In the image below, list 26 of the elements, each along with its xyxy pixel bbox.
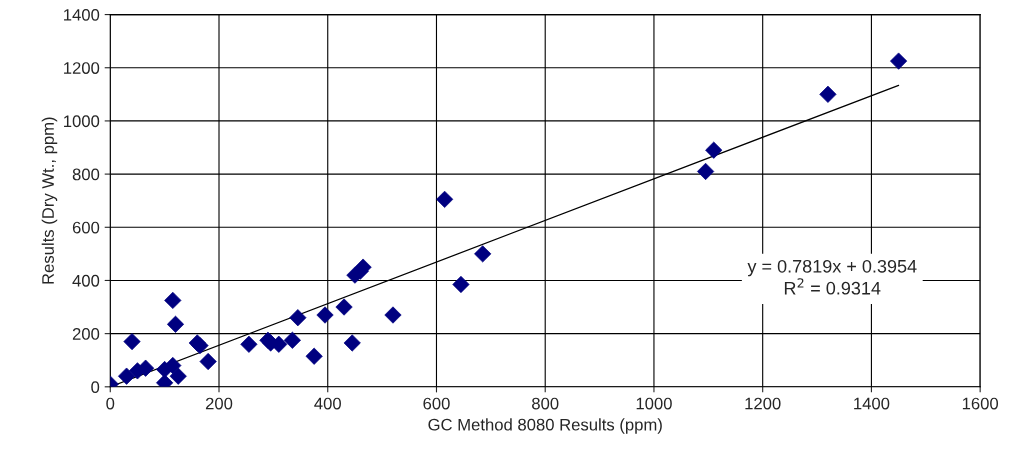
x-tick-label: 0: [106, 397, 115, 410]
y-tick-label: 0: [91, 381, 100, 394]
y-tick-label: 1000: [64, 115, 100, 128]
y-tick-label: 800: [72, 168, 100, 181]
x-tick-label: 800: [532, 397, 559, 410]
y-tick-label: 600: [72, 221, 100, 234]
point: [697, 162, 715, 181]
y-axis-title: Results (Dry Wt., ppm): [41, 117, 58, 284]
x-tick-label: 200: [205, 397, 233, 410]
y-tick-label: 200: [72, 328, 100, 340]
point: [289, 309, 307, 327]
annotation: R$^{2}$ = 0.9314: [784, 278, 881, 295]
annotation: y = 0.7819x + 0.3954: [747, 259, 917, 277]
y-tick-label: 1400: [64, 8, 100, 21]
y-tick-label: 1200: [64, 62, 100, 74]
point: [305, 347, 323, 365]
y-tick-label: 400: [72, 274, 100, 287]
x-tick-label: 400: [314, 397, 341, 410]
x-axis-title: GC Method 8080 Results (ppm): [428, 418, 662, 434]
point: [164, 291, 182, 309]
x-tick-label: 1000: [636, 397, 672, 410]
x-tick-label: 1600: [962, 397, 999, 410]
x-tick-label: 1200: [745, 397, 781, 410]
x-tick-label: 600: [423, 397, 450, 410]
x-tick-label: 1400: [854, 397, 890, 410]
point: [166, 315, 185, 333]
